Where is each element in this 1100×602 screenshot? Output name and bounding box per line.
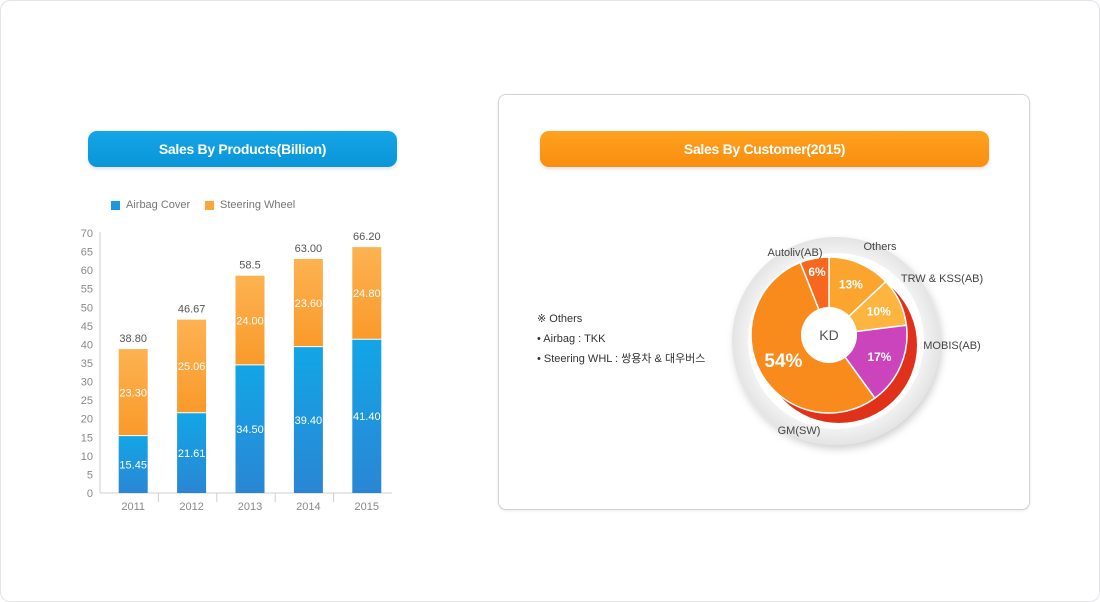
legend-swatch-airbag [111,200,120,210]
pie-chart-title: Sales By Customer(2015) [540,131,989,167]
legend-label-airbag: Airbag Cover [126,199,191,211]
legend-swatch-steering [205,200,214,210]
note-steering: • Steering WHL : 쌍용차 & 대우버스 [537,353,706,365]
bar-chart-title: Sales By Products(Billion) [88,131,397,167]
legend-item-steering: Steering Wheel [205,199,295,211]
note-airbag: • Airbag : TKK [537,333,606,345]
legend-label-steering: Steering Wheel [220,199,296,211]
note-heading: ※ Others [537,313,583,325]
legend-item-airbag: Airbag Cover [111,199,190,211]
others-notes: ※ Others • Airbag : TKK • Steering WHL :… [537,309,705,369]
